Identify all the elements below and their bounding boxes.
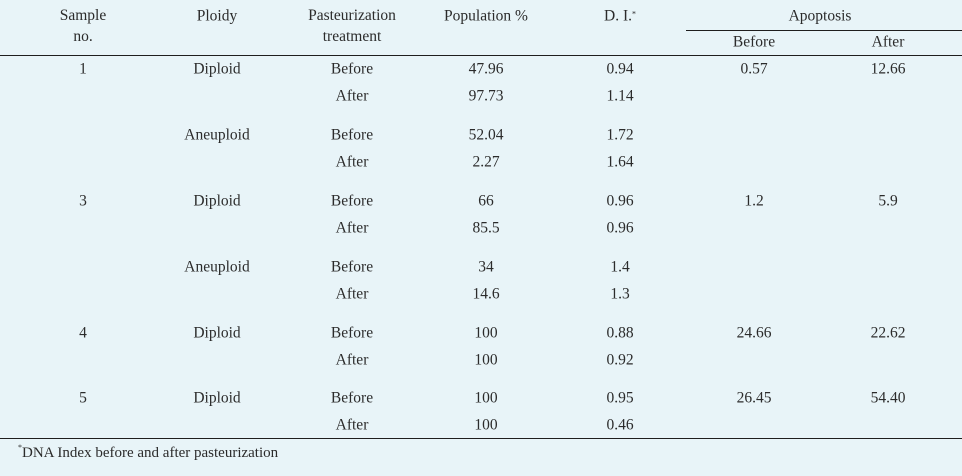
- header-treatment: Pasteurization treatment: [308, 7, 396, 45]
- cell-ploidy: Aneuploid: [184, 126, 250, 144]
- cell-treatment: After: [335, 285, 369, 303]
- cell-di: 0.46: [606, 416, 634, 434]
- header-di: D. I.*: [604, 6, 636, 27]
- cell-di: 0.96: [606, 192, 634, 210]
- cell-treatment: Before: [330, 192, 374, 210]
- cell-ploidy: Diploid: [193, 324, 241, 342]
- cell-treatment: Before: [330, 60, 374, 78]
- cell-population: 85.5: [472, 219, 500, 237]
- cell-ploidy: Diploid: [193, 60, 241, 78]
- header-di-label: D. I.: [604, 7, 632, 25]
- cell-di: 0.94: [606, 60, 634, 78]
- cell-treatment: Before: [330, 126, 374, 144]
- cell-treatment: After: [335, 87, 369, 105]
- cell-di: 1.3: [610, 285, 630, 303]
- footnote-mark: *: [18, 443, 22, 452]
- cell-apoptosis-after: 5.9: [878, 192, 898, 210]
- cell-sample: 4: [79, 324, 87, 342]
- bottom-rule: [0, 438, 962, 439]
- cell-treatment: Before: [330, 389, 374, 407]
- cell-population: 97.73: [468, 87, 504, 105]
- header-apoptosis-before: Before: [732, 33, 776, 51]
- cell-apoptosis-after: 12.66: [870, 60, 906, 78]
- header-apoptosis: Apoptosis: [788, 7, 852, 25]
- cell-population: 66: [478, 192, 494, 210]
- cell-sample: 5: [79, 389, 87, 407]
- cell-di: 1.72: [606, 126, 634, 144]
- cell-apoptosis-before: 26.45: [736, 389, 772, 407]
- cell-di: 0.96: [606, 219, 634, 237]
- cell-apoptosis-before: 0.57: [740, 60, 768, 78]
- cell-ploidy: Diploid: [193, 192, 241, 210]
- cell-ploidy: Diploid: [193, 389, 241, 407]
- cell-population: 47.96: [468, 60, 504, 78]
- cell-di: 1.64: [606, 153, 634, 171]
- cell-population: 100: [474, 389, 498, 407]
- cell-apoptosis-before: 1.2: [744, 192, 764, 210]
- cell-population: 100: [474, 416, 498, 434]
- cell-population: 34: [478, 258, 494, 276]
- cell-di: 0.88: [606, 324, 634, 342]
- cell-apoptosis-after: 54.40: [870, 389, 906, 407]
- cell-sample: 3: [79, 192, 87, 210]
- cell-population: 14.6: [472, 285, 500, 303]
- header-ploidy: Ploidy: [196, 7, 238, 25]
- cell-sample: 1: [79, 60, 87, 78]
- cell-treatment: After: [335, 219, 369, 237]
- cell-ploidy: Aneuploid: [184, 258, 250, 276]
- header-sample: Sample no.: [59, 7, 107, 45]
- apoptosis-subrule: [686, 30, 962, 31]
- cell-treatment: After: [335, 351, 369, 369]
- header-di-footnote-mark: *: [631, 9, 636, 19]
- cell-population: 52.04: [468, 126, 504, 144]
- cell-di: 1.14: [606, 87, 634, 105]
- footnote-text: DNA Index before and after pasteurizatio…: [22, 445, 279, 461]
- cell-di: 1.4: [610, 258, 630, 276]
- cell-apoptosis-after: 22.62: [870, 324, 906, 342]
- cell-apoptosis-before: 24.66: [736, 324, 772, 342]
- cell-treatment: Before: [330, 258, 374, 276]
- cell-treatment: Before: [330, 324, 374, 342]
- cell-treatment: After: [335, 153, 369, 171]
- cell-di: 0.95: [606, 389, 634, 407]
- header-rule: [0, 55, 962, 56]
- header-apoptosis-after: After: [871, 33, 905, 51]
- cell-treatment: After: [335, 416, 369, 434]
- cell-population: 100: [474, 324, 498, 342]
- header-population: Population %: [444, 7, 528, 25]
- cell-population: 100: [474, 351, 498, 369]
- footnote: *DNA Index before and after pasteurizati…: [18, 443, 279, 462]
- cell-di: 0.92: [606, 351, 634, 369]
- cell-population: 2.27: [472, 153, 500, 171]
